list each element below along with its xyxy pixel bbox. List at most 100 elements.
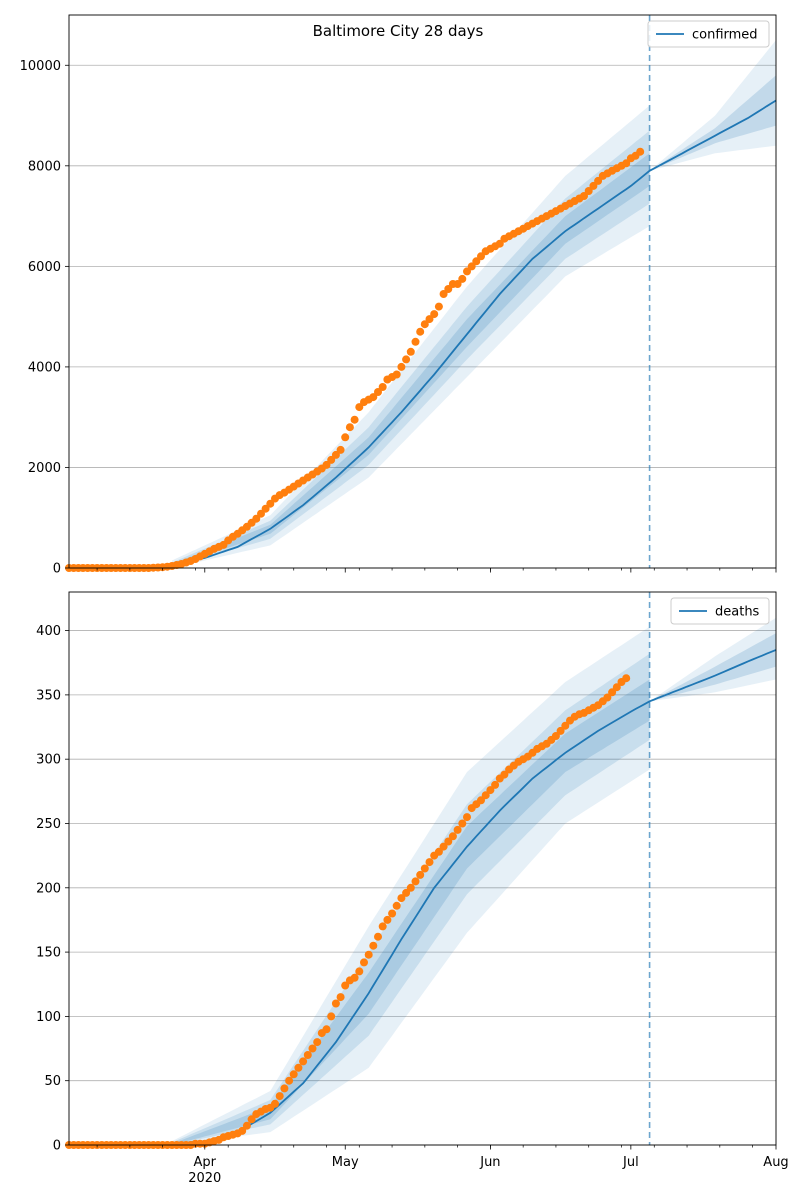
confirmed-gridlines — [69, 64, 776, 569]
observed-point — [434, 847, 443, 856]
observed-point — [345, 423, 354, 432]
chart-title: Baltimore City 28 days — [313, 22, 484, 40]
observed-point — [420, 864, 429, 873]
observed-point — [477, 796, 485, 805]
observed-point — [374, 932, 382, 941]
confirmed-panel: 0 2000 4000 6000 8000 10000 Baltimore City 28… — [20, 14, 777, 577]
observed-point — [247, 1115, 256, 1124]
observed-point — [406, 883, 415, 892]
observed-point — [580, 192, 588, 200]
observed-point — [458, 819, 467, 828]
observed-point — [425, 315, 434, 324]
deaths-axes — [68, 591, 777, 1146]
y-tick-label: 6000 — [28, 260, 61, 275]
x-tick-label: Aug — [763, 1155, 788, 1170]
observed-point — [360, 958, 368, 967]
deaths-uncertainty-bands — [172, 617, 776, 1145]
uncertainty-band — [172, 653, 650, 1145]
observed-point — [434, 302, 443, 311]
x-tick-label: Apr — [194, 1155, 217, 1170]
x-tick-label: Jul — [622, 1155, 639, 1170]
observed-point — [467, 262, 476, 271]
observed-point — [458, 274, 467, 283]
y-tick-label: 0 — [53, 1139, 61, 1154]
observed-point — [411, 337, 420, 346]
observed-point — [397, 362, 406, 371]
observed-point — [589, 181, 598, 190]
y-tick-label: 350 — [36, 688, 61, 703]
observed-point — [355, 403, 364, 412]
confirmed-legend: confirmed — [647, 20, 770, 48]
observed-point — [622, 674, 631, 683]
observed-point — [636, 147, 645, 156]
observed-point — [439, 842, 448, 851]
deaths-legend: deaths — [670, 597, 770, 625]
confirmed-uncertainty-bands — [172, 40, 776, 568]
x-tick-label: Jun — [479, 1155, 500, 1170]
observed-point — [402, 355, 411, 364]
observed-point — [453, 280, 462, 288]
uncertainty-band — [649, 617, 776, 702]
observed-point — [463, 813, 471, 822]
observed-point — [411, 877, 420, 886]
deaths-y-ticks: 0 50 100 150 200 250 300 350 400 — [36, 624, 69, 1154]
observed-point — [327, 1012, 336, 1021]
uncertainty-band — [172, 679, 650, 1145]
y-tick-label: 400 — [36, 624, 61, 639]
x-tick-label: May — [332, 1155, 359, 1170]
uncertainty-band — [172, 105, 650, 568]
observed-point — [322, 1025, 331, 1034]
observed-point — [392, 370, 401, 379]
y-tick-label: 100 — [36, 1010, 61, 1025]
uncertainty-band — [649, 40, 776, 171]
observed-point — [491, 780, 500, 789]
observed-point — [608, 688, 617, 697]
observed-point — [561, 721, 570, 730]
observed-point — [416, 870, 425, 879]
observed-point — [556, 726, 565, 735]
observed-point — [294, 1063, 303, 1072]
observed-point — [331, 999, 340, 1008]
axes-frame — [68, 591, 777, 1146]
confirmed-x-ticks — [96, 568, 777, 573]
x-tick-sublabel: 2020 — [188, 1171, 221, 1186]
observed-point — [341, 433, 350, 442]
legend-label-deaths: deaths — [715, 605, 760, 620]
observed-point — [261, 504, 270, 513]
y-tick-label: 8000 — [28, 159, 61, 174]
observed-point — [425, 858, 434, 867]
uncertainty-band — [172, 130, 650, 567]
observed-point — [622, 159, 631, 168]
y-tick-label: 10000 — [20, 59, 61, 74]
observed-point — [612, 683, 621, 692]
observed-point — [448, 832, 457, 841]
observed-point — [336, 993, 345, 1002]
uncertainty-band — [172, 153, 650, 567]
observed-point — [271, 1099, 279, 1108]
y-tick-label: 200 — [36, 881, 61, 896]
observed-point — [551, 732, 560, 740]
observed-point — [336, 445, 345, 454]
observed-point — [397, 894, 406, 903]
observed-point — [472, 257, 481, 266]
observed-point — [322, 460, 331, 469]
observed-point — [383, 915, 392, 924]
observed-point — [444, 837, 453, 846]
legend-label-confirmed: confirmed — [692, 28, 758, 43]
observed-point — [486, 786, 495, 795]
observed-point — [430, 310, 439, 319]
observed-point — [439, 290, 448, 298]
confirmed-observed-points — [65, 147, 645, 572]
y-tick-label: 50 — [44, 1074, 61, 1089]
observed-point — [350, 415, 359, 424]
observed-point — [584, 187, 593, 195]
observed-point — [416, 327, 425, 336]
uncertainty-band — [649, 633, 776, 702]
uncertainty-band — [649, 75, 776, 171]
axes-frame — [68, 14, 777, 569]
y-tick-label: 300 — [36, 753, 61, 768]
observed-point — [369, 941, 378, 950]
observed-point — [242, 1121, 251, 1130]
